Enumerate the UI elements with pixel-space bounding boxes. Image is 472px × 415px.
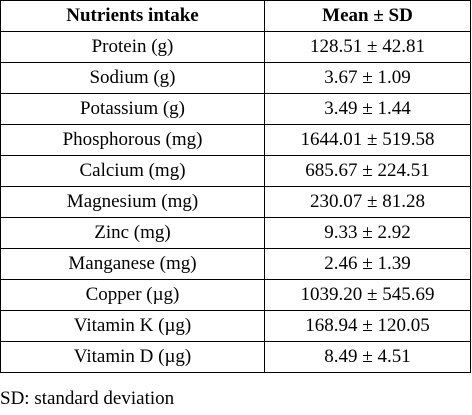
nutrient-cell: Copper (µg) xyxy=(0,279,265,311)
nutrient-cell: Protein (g) xyxy=(0,31,265,63)
value-cell: 3.49 ± 1.44 xyxy=(264,93,471,125)
table-row: Calcium (mg) 685.67 ± 224.51 xyxy=(0,155,471,187)
table-row: Vitamin K (µg) 168.94 ± 120.05 xyxy=(0,310,471,342)
table-header-row: Nutrients intake Mean ± SD xyxy=(0,0,471,32)
nutrients-table: Nutrients intake Mean ± SD Protein (g) 1… xyxy=(0,0,471,373)
table-row: Vitamin D (µg) 8.49 ± 4.51 xyxy=(0,341,471,373)
table-row: Zinc (mg) 9.33 ± 2.92 xyxy=(0,217,471,249)
nutrient-cell: Zinc (mg) xyxy=(0,217,265,249)
table-row: Sodium (g) 3.67 ± 1.09 xyxy=(0,62,471,94)
nutrient-cell: Sodium (g) xyxy=(0,62,265,94)
nutrient-cell: Magnesium (mg) xyxy=(0,186,265,218)
table-row: Potassium (g) 3.49 ± 1.44 xyxy=(0,93,471,125)
value-cell: 1039.20 ± 545.69 xyxy=(264,279,471,311)
nutrient-cell: Potassium (g) xyxy=(0,93,265,125)
value-cell: 2.46 ± 1.39 xyxy=(264,248,471,280)
table-row: Magnesium (mg) 230.07 ± 81.28 xyxy=(0,186,471,218)
value-cell: 128.51 ± 42.81 xyxy=(264,31,471,63)
header-nutrients-intake: Nutrients intake xyxy=(0,0,265,32)
value-cell: 168.94 ± 120.05 xyxy=(264,310,471,342)
table-row: Phosphorous (mg) 1644.01 ± 519.58 xyxy=(0,124,471,156)
table-row: Protein (g) 128.51 ± 42.81 xyxy=(0,31,471,63)
value-cell: 8.49 ± 4.51 xyxy=(264,341,471,373)
value-cell: 9.33 ± 2.92 xyxy=(264,217,471,249)
table-row: Copper (µg) 1039.20 ± 545.69 xyxy=(0,279,471,311)
footnote: SD: standard deviation xyxy=(0,388,175,409)
table-row: Manganese (mg) 2.46 ± 1.39 xyxy=(0,248,471,280)
nutrient-cell: Manganese (mg) xyxy=(0,248,265,280)
value-cell: 1644.01 ± 519.58 xyxy=(264,124,471,156)
nutrient-cell: Vitamin D (µg) xyxy=(0,341,265,373)
value-cell: 230.07 ± 81.28 xyxy=(264,186,471,218)
nutrient-cell: Calcium (mg) xyxy=(0,155,265,187)
value-cell: 3.67 ± 1.09 xyxy=(264,62,471,94)
header-mean-sd: Mean ± SD xyxy=(264,0,471,32)
nutrient-cell: Vitamin K (µg) xyxy=(0,310,265,342)
value-cell: 685.67 ± 224.51 xyxy=(264,155,471,187)
nutrient-cell: Phosphorous (mg) xyxy=(0,124,265,156)
